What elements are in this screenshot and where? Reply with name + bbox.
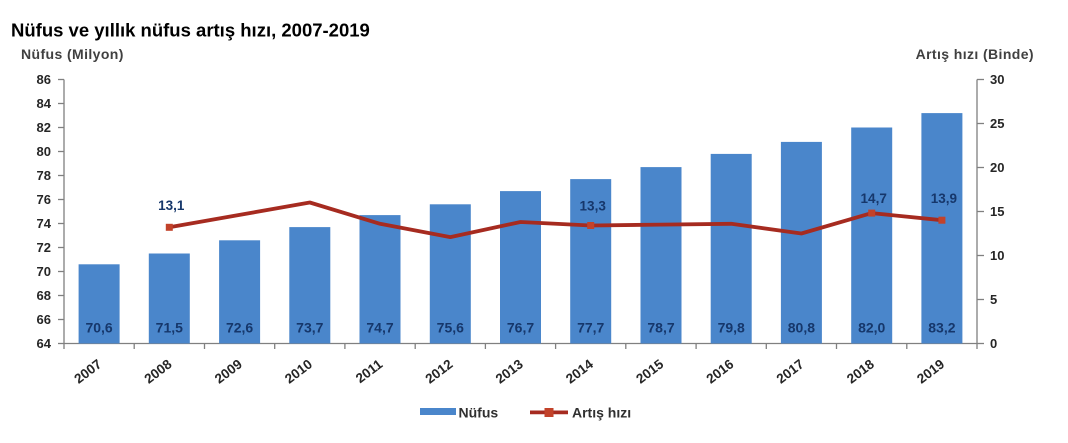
svg-text:78,7: 78,7	[647, 320, 674, 336]
svg-text:72,6: 72,6	[226, 320, 253, 336]
svg-text:76: 76	[37, 192, 51, 207]
svg-text:25: 25	[990, 116, 1004, 131]
svg-text:Nüfus (Milyon): Nüfus (Milyon)	[21, 46, 124, 62]
svg-text:64: 64	[37, 336, 52, 351]
svg-text:Artış hızı: Artış hızı	[572, 405, 631, 421]
svg-text:0: 0	[990, 336, 997, 351]
svg-text:84: 84	[37, 96, 52, 111]
svg-text:20: 20	[990, 160, 1004, 175]
svg-text:13,3: 13,3	[580, 199, 607, 214]
svg-text:72: 72	[37, 240, 51, 255]
svg-text:13,9: 13,9	[931, 191, 957, 206]
svg-text:83,2: 83,2	[928, 320, 955, 336]
svg-text:70: 70	[37, 264, 51, 279]
svg-text:14,7: 14,7	[861, 191, 887, 206]
svg-text:74,7: 74,7	[366, 320, 393, 336]
svg-text:68: 68	[37, 288, 51, 303]
svg-text:79,8: 79,8	[718, 320, 745, 336]
svg-text:Nüfus: Nüfus	[459, 405, 499, 421]
svg-text:10: 10	[990, 248, 1004, 263]
svg-text:76,7: 76,7	[507, 320, 534, 336]
svg-text:80: 80	[37, 144, 51, 159]
svg-text:Nüfus ve yıllık nüfus artış hı: Nüfus ve yıllık nüfus artış hızı, 2007-2…	[11, 20, 370, 41]
svg-text:70,6: 70,6	[85, 320, 112, 336]
svg-text:13,1: 13,1	[158, 198, 185, 213]
svg-text:73,7: 73,7	[296, 320, 323, 336]
svg-text:66: 66	[37, 312, 51, 327]
svg-text:15: 15	[990, 204, 1004, 219]
svg-text:30: 30	[990, 72, 1004, 87]
svg-text:5: 5	[990, 292, 997, 307]
svg-text:74: 74	[37, 216, 52, 231]
svg-text:78: 78	[37, 168, 51, 183]
svg-text:75,6: 75,6	[437, 320, 464, 336]
svg-text:77,7: 77,7	[577, 320, 604, 336]
svg-text:80,8: 80,8	[788, 320, 815, 336]
svg-text:82,0: 82,0	[858, 320, 885, 336]
svg-text:Artış hızı (Binde): Artış hızı (Binde)	[916, 46, 1034, 62]
svg-text:82: 82	[37, 120, 51, 135]
svg-text:71,5: 71,5	[156, 320, 183, 336]
svg-text:86: 86	[37, 72, 51, 87]
